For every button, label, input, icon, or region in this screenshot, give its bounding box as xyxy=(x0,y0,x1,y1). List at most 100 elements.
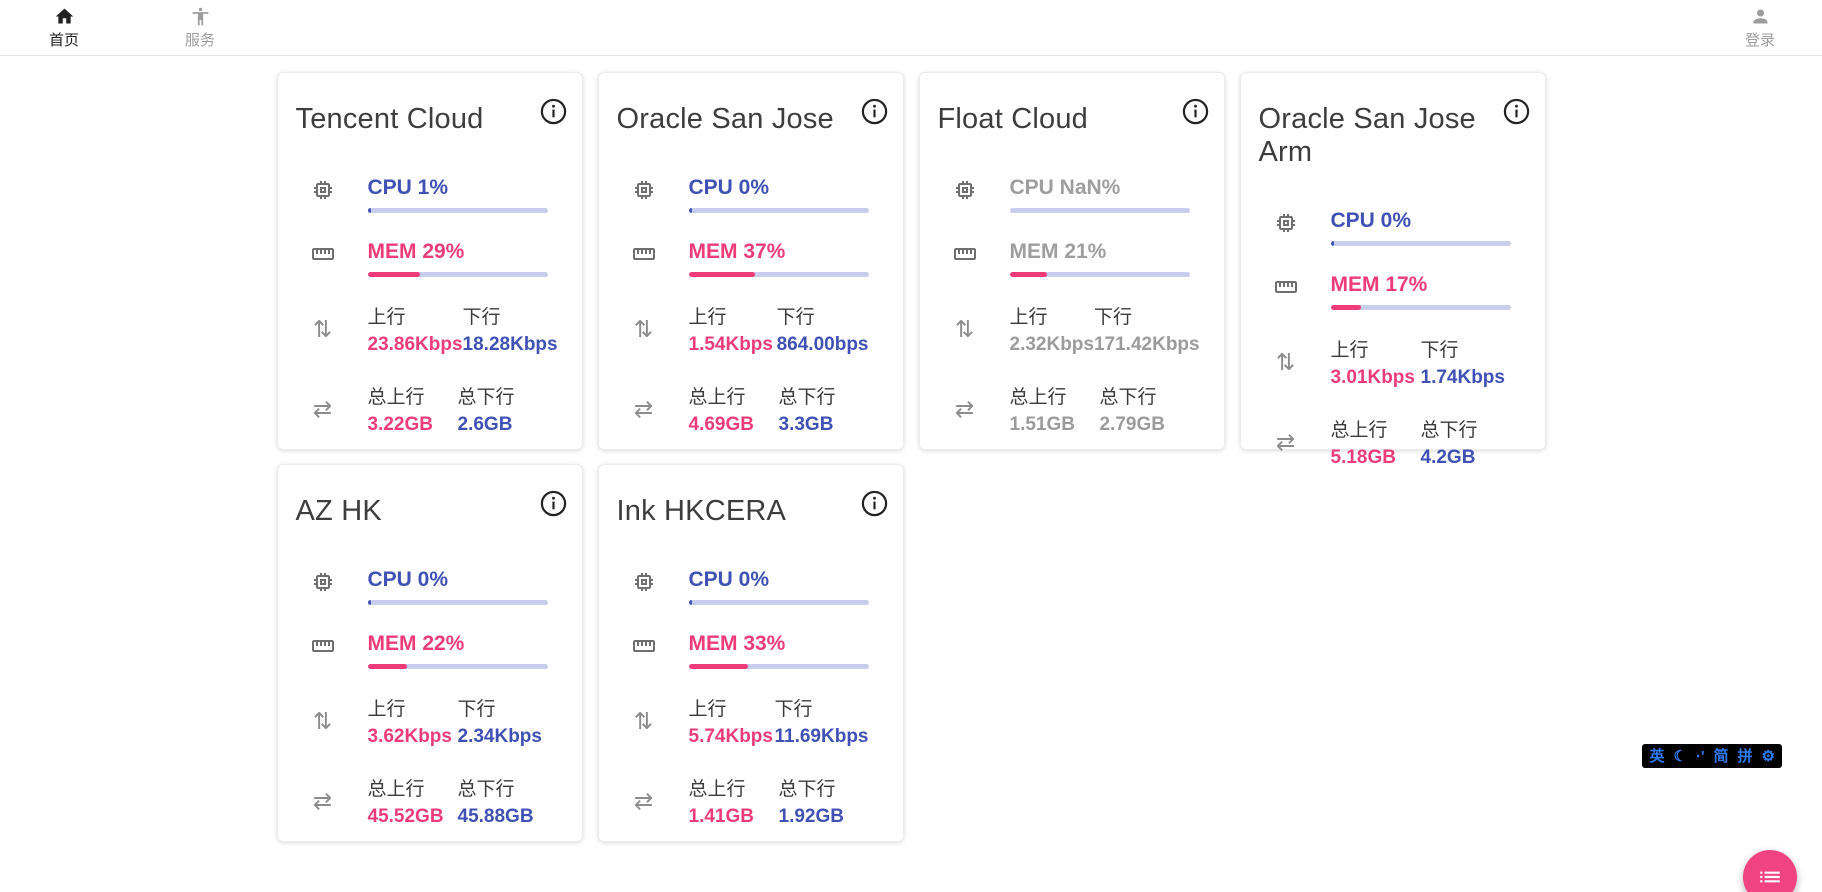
mem-progress-bar xyxy=(1009,272,1190,277)
mem-meter: MEM 21% xyxy=(1009,240,1190,277)
mem-usage-text: MEM 37% xyxy=(688,240,786,263)
speed-columns: 上行 5.74Kbps 下行 11.69Kbps xyxy=(689,694,869,748)
nav-item-services[interactable]: 服务 xyxy=(164,5,236,50)
cpu-chip-icon xyxy=(632,570,656,594)
gear-icon[interactable]: ⚙ xyxy=(1761,747,1775,765)
info-icon[interactable] xyxy=(860,489,889,523)
upload-label: 上行 xyxy=(1009,307,1048,328)
network-speed-row: ⇅ 上行 3.62Kbps 下行 2.34Kbps xyxy=(311,694,548,748)
download-value: 864.00bps xyxy=(776,334,869,355)
speed-columns: 上行 2.32Kbps 下行 171.42Kbps xyxy=(1010,302,1200,356)
cpu-meter-row: CPU 1% xyxy=(311,176,548,213)
info-icon[interactable] xyxy=(1502,97,1531,131)
nav-item-home[interactable]: 首页 xyxy=(28,5,100,50)
cpu-meter: CPU 0% xyxy=(688,568,869,605)
card-body: CPU 1% MEM 29% ⇅ 上行 23.86Kbps xyxy=(278,176,582,436)
download-value: 2.34Kbps xyxy=(457,726,542,747)
info-icon[interactable] xyxy=(539,97,568,131)
list-icon xyxy=(1757,864,1783,890)
moon-icon[interactable]: ☾ xyxy=(1673,747,1687,765)
upload-speed: 上行 3.01Kbps xyxy=(1331,335,1421,389)
card-header: Ink HKCERA xyxy=(599,465,903,528)
server-grid: Tencent Cloud CPU 1% MEM 29% xyxy=(276,72,1546,842)
download-label: 下行 xyxy=(776,307,815,328)
download-label: 下行 xyxy=(457,699,496,720)
total-download-label: 总下行 xyxy=(1099,387,1157,408)
nav-item-login[interactable]: 登录 xyxy=(1732,5,1788,50)
mem-meter: MEM 17% xyxy=(1330,273,1511,310)
total-download: 总下行 1.92GB xyxy=(779,774,869,828)
cpu-meter-row: CPU 0% xyxy=(632,176,869,213)
network-speed-row: ⇅ 上行 3.01Kbps 下行 1.74Kbps xyxy=(1274,335,1511,389)
card-body: CPU 0% MEM 37% ⇅ 上行 1.54Kbps xyxy=(599,176,903,436)
total-upload: 总上行 1.51GB xyxy=(1010,382,1100,436)
swap-horizontal-icon: ⇄ xyxy=(633,395,654,422)
total-download-label: 总下行 xyxy=(778,387,836,408)
total-upload: 总上行 1.41GB xyxy=(689,774,779,828)
cpu-progress-fill xyxy=(367,600,371,605)
total-upload-value: 1.51GB xyxy=(1009,414,1075,435)
card-body: CPU 0% MEM 22% ⇅ 上行 3.62Kbps xyxy=(278,568,582,828)
network-total-row: ⇄ 总上行 45.52GB 总下行 45.88GB xyxy=(311,774,548,828)
mem-meter: MEM 33% xyxy=(688,632,869,669)
info-icon[interactable] xyxy=(1181,97,1210,131)
network-total-row: ⇄ 总上行 1.51GB 总下行 2.79GB xyxy=(953,382,1190,436)
upload-speed: 上行 1.54Kbps xyxy=(689,302,777,356)
swap-vertical-icon: ⇅ xyxy=(1275,348,1296,375)
card-body: CPU 0% MEM 33% ⇅ 上行 5.74Kbps xyxy=(599,568,903,828)
upload-value: 3.62Kbps xyxy=(367,726,452,747)
ruler-icon xyxy=(953,242,977,266)
total-upload-label: 总上行 xyxy=(1009,387,1067,408)
total-upload-label: 总上行 xyxy=(688,387,746,408)
upload-speed: 上行 3.62Kbps xyxy=(368,694,458,748)
mem-usage-text: MEM 22% xyxy=(367,632,465,655)
download-speed: 下行 171.42Kbps xyxy=(1094,302,1200,356)
swap-vertical-icon: ⇅ xyxy=(633,707,654,734)
mem-meter-row: MEM 22% xyxy=(311,632,548,669)
network-speed-row: ⇅ 上行 5.74Kbps 下行 11.69Kbps xyxy=(632,694,869,748)
total-download-label: 总下行 xyxy=(457,779,515,800)
total-upload-value: 4.69GB xyxy=(688,414,754,435)
server-card: Ink HKCERA CPU 0% MEM 33% xyxy=(597,464,904,842)
total-upload-value: 45.52GB xyxy=(367,806,444,827)
swap-vertical-icon: ⇅ xyxy=(954,315,975,342)
card-header: Tencent Cloud xyxy=(278,73,582,136)
network-speed-row: ⇅ 上行 2.32Kbps 下行 171.42Kbps xyxy=(953,302,1200,356)
cpu-chip-icon xyxy=(1274,211,1298,235)
mem-usage-text: MEM 21% xyxy=(1009,240,1107,263)
cpu-usage-text: CPU 0% xyxy=(367,568,449,591)
total-download-label: 总下行 xyxy=(457,387,515,408)
cpu-usage-text: CPU NaN% xyxy=(1009,176,1121,199)
cpu-progress-fill xyxy=(1330,241,1334,246)
download-label: 下行 xyxy=(1420,340,1459,361)
home-icon xyxy=(54,5,75,27)
upload-label: 上行 xyxy=(1330,340,1369,361)
total-columns: 总上行 3.22GB 总下行 2.6GB xyxy=(368,382,548,436)
server-card: AZ HK CPU 0% MEM 22% xyxy=(276,464,583,842)
ime-pinyin-toggle[interactable]: 拼 xyxy=(1737,747,1753,765)
ruler-icon xyxy=(311,634,335,658)
total-download-value: 2.6GB xyxy=(457,414,513,435)
ime-language-toggle[interactable]: 英 xyxy=(1649,747,1665,765)
mem-progress-bar xyxy=(367,272,548,277)
server-list-fab[interactable] xyxy=(1743,850,1797,892)
ruler-icon xyxy=(632,242,656,266)
total-download: 总下行 4.2GB xyxy=(1421,415,1511,469)
upload-label: 上行 xyxy=(688,699,727,720)
speed-columns: 上行 1.54Kbps 下行 864.00bps xyxy=(689,302,869,356)
total-download-value: 45.88GB xyxy=(457,806,534,827)
ime-simplified-toggle[interactable]: 简 xyxy=(1713,747,1729,765)
cpu-chip-icon xyxy=(632,178,656,202)
upload-speed: 上行 2.32Kbps xyxy=(1010,302,1094,356)
swap-horizontal-icon: ⇄ xyxy=(312,395,333,422)
info-icon[interactable] xyxy=(860,97,889,131)
cpu-progress-bar xyxy=(1009,208,1190,213)
ime-punctuation-toggle[interactable]: ·' xyxy=(1695,747,1705,765)
total-columns: 总上行 45.52GB 总下行 45.88GB xyxy=(368,774,548,828)
network-speed-row: ⇅ 上行 1.54Kbps 下行 864.00bps xyxy=(632,302,869,356)
mem-progress-bar xyxy=(688,664,869,669)
card-header: Float Cloud xyxy=(920,73,1224,136)
total-download-label: 总下行 xyxy=(778,779,836,800)
server-card: Tencent Cloud CPU 1% MEM 29% xyxy=(276,72,583,450)
info-icon[interactable] xyxy=(539,489,568,523)
